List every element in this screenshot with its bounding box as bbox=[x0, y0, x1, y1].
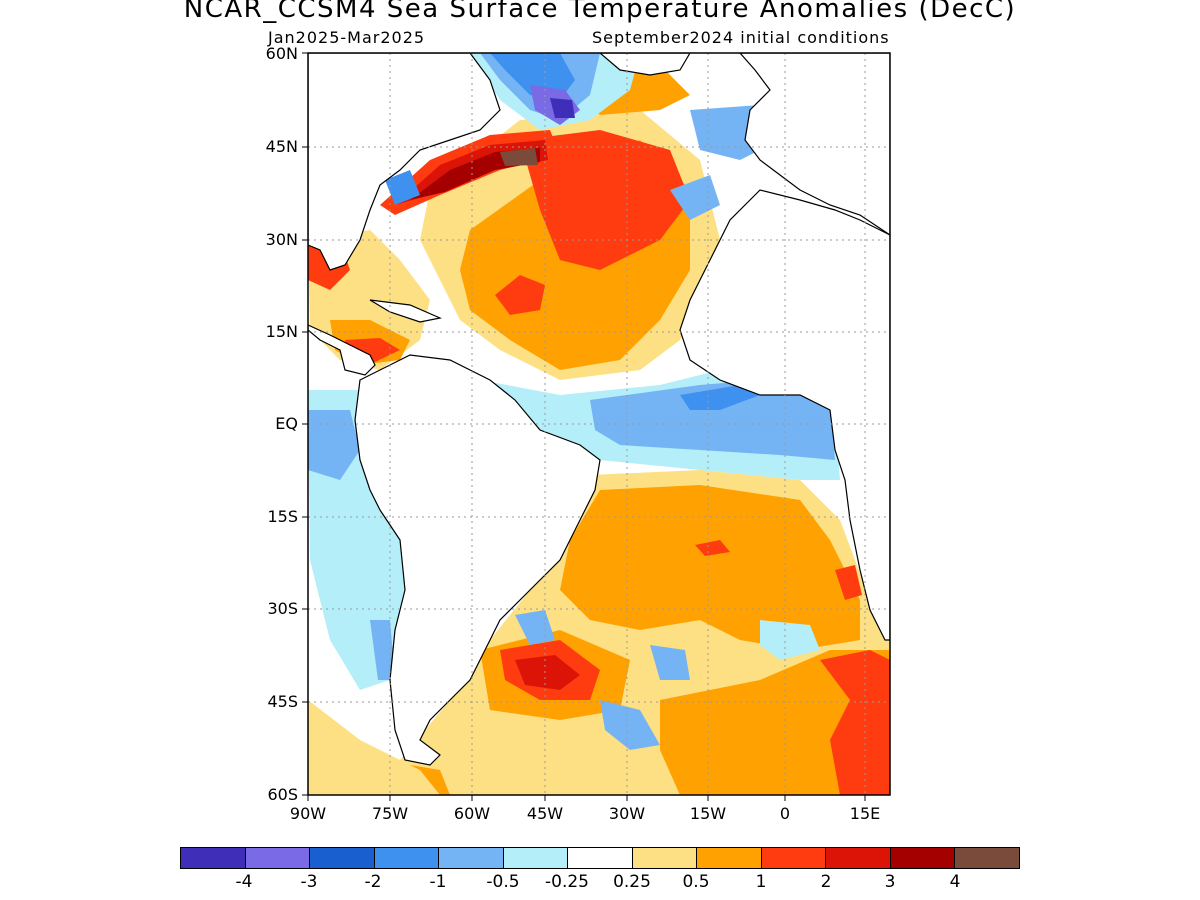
lon-label-90w: 90W bbox=[289, 804, 327, 823]
anomaly-region bbox=[385, 170, 420, 205]
axis-ticks bbox=[302, 52, 866, 801]
anomaly-region bbox=[520, 130, 690, 270]
colorbar-box bbox=[245, 848, 311, 868]
initial-conditions: September2024 initial conditions bbox=[592, 28, 890, 47]
north-america-landmass bbox=[308, 53, 501, 271]
forecast-period: Jan2025-Mar2025 bbox=[268, 28, 426, 47]
colorbar bbox=[180, 847, 1020, 869]
colorbar-label: 0.25 bbox=[613, 872, 651, 892]
lat-label-eq: EQ bbox=[275, 414, 298, 433]
colorbar-box bbox=[632, 848, 698, 868]
anomaly-region bbox=[308, 700, 440, 795]
lon-label-60w: 60W bbox=[453, 804, 491, 823]
colorbar-box bbox=[181, 848, 246, 868]
anomaly-region bbox=[550, 98, 575, 118]
colorbar-label: -3 bbox=[300, 872, 318, 892]
colorbar-label: 0.5 bbox=[682, 872, 710, 892]
central-america-landmass bbox=[308, 324, 376, 376]
lat-label-45n: 45N bbox=[265, 137, 298, 156]
anomaly-region bbox=[495, 275, 545, 315]
lon-label-15w: 15W bbox=[689, 804, 727, 823]
anomaly-region bbox=[695, 540, 730, 556]
anomaly-region bbox=[490, 53, 575, 100]
lat-label-15n: 15N bbox=[265, 322, 298, 341]
anomaly-region bbox=[370, 620, 395, 680]
colorbar-label: 4 bbox=[949, 872, 961, 892]
anomaly-region bbox=[820, 650, 890, 795]
anomaly-region bbox=[500, 148, 538, 166]
colorbar-box bbox=[310, 848, 375, 868]
lon-label-15e: 15E bbox=[849, 804, 881, 823]
colorbar-box bbox=[374, 848, 440, 868]
anomaly-region bbox=[515, 655, 580, 690]
greenland-landmass bbox=[599, 53, 691, 76]
lon-label-0: 0 bbox=[779, 804, 791, 823]
europe-landmass bbox=[739, 53, 890, 236]
map-title: NCAR_CCSM4 Sea Surface Temperature Anoma… bbox=[183, 0, 1017, 24]
colorbar-label: 2 bbox=[820, 872, 832, 892]
anomaly-region bbox=[600, 700, 660, 750]
colorbar-box bbox=[503, 848, 569, 868]
colorbar-label: -4 bbox=[235, 872, 253, 892]
lat-label-60n: 60N bbox=[265, 44, 298, 63]
lon-label-45w: 45W bbox=[526, 804, 564, 823]
anomaly-region bbox=[835, 565, 862, 600]
colorbar-box bbox=[697, 848, 762, 868]
anomaly-region bbox=[680, 385, 760, 410]
colorbar-label: -2 bbox=[364, 872, 382, 892]
lat-label-15s: 15S bbox=[267, 507, 298, 526]
colorbar-box bbox=[890, 848, 956, 868]
south-america-landmass bbox=[354, 354, 601, 766]
colorbar-label: 3 bbox=[884, 872, 896, 892]
anomaly-region bbox=[308, 410, 360, 480]
colorbar-label: -0.25 bbox=[545, 872, 589, 892]
lon-label-30w: 30W bbox=[608, 804, 646, 823]
colorbar-label: -1 bbox=[429, 872, 447, 892]
colorbar-box bbox=[955, 848, 1019, 868]
land-masses bbox=[308, 53, 890, 766]
lon-label-75w: 75W bbox=[371, 804, 409, 823]
colorbar-box bbox=[568, 848, 633, 868]
lat-label-45s: 45S bbox=[267, 692, 298, 711]
anomaly-region bbox=[660, 650, 890, 795]
lat-label-30s: 30S bbox=[267, 599, 298, 618]
colorbar-label: -0.5 bbox=[486, 872, 520, 892]
lat-label-60s: 60S bbox=[267, 785, 298, 804]
lat-label-30n: 30N bbox=[265, 230, 298, 249]
cuba-island bbox=[369, 299, 442, 323]
colorbar-box bbox=[826, 848, 891, 868]
lat-lon-grid bbox=[308, 53, 890, 795]
colorbar-label: 1 bbox=[755, 872, 767, 892]
colorbar-box bbox=[439, 848, 504, 868]
anomaly-region bbox=[590, 380, 835, 460]
colorbar-box bbox=[761, 848, 827, 868]
anomaly-region bbox=[650, 645, 690, 680]
anomaly-region bbox=[560, 485, 860, 650]
anomaly-region bbox=[760, 620, 820, 660]
africa-landmass bbox=[679, 189, 890, 641]
